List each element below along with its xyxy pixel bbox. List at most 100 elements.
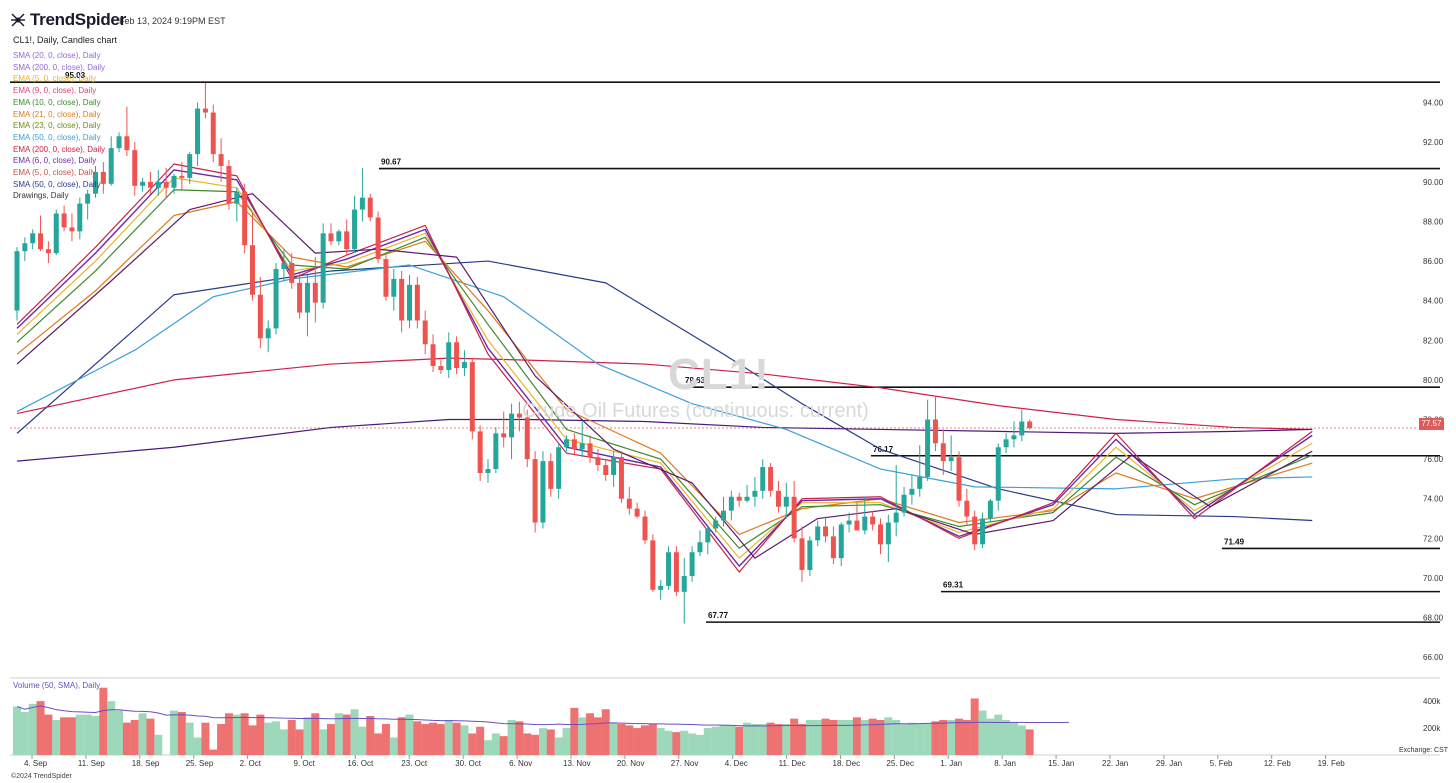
volume-bar [641, 725, 649, 755]
trendspider-logo-icon [11, 13, 25, 27]
volume-bar [342, 714, 351, 755]
candle-body [532, 459, 538, 523]
candle-body [100, 171, 106, 184]
candle-body [870, 516, 876, 525]
candle-body [540, 461, 546, 523]
x-tick-label: 13. Nov [563, 759, 591, 768]
volume-bar [900, 724, 909, 755]
legend-item[interactable]: EMA (5, 0, close), Daily [13, 74, 97, 84]
level-label: 76.17 [873, 445, 894, 454]
candle-body [281, 263, 287, 269]
volume-bar [397, 717, 406, 755]
volume-bar [83, 714, 92, 755]
candle-body [250, 245, 255, 295]
volume-tick-label: 200k [1423, 724, 1441, 733]
x-tick-label: 2. Oct [240, 759, 262, 768]
candle-body [132, 150, 138, 186]
volume-bar [664, 730, 673, 755]
volume-bar [931, 721, 940, 755]
x-tick-label: 6. Nov [509, 759, 532, 768]
candle-body [830, 536, 836, 559]
candle-body [61, 213, 67, 228]
legend-item[interactable]: EMA (10, 0, close), Daily [13, 97, 101, 107]
volume-bar [138, 713, 147, 755]
volume-legend: Volume (50, SMA), Daily [13, 681, 101, 690]
volume-bar [970, 698, 979, 755]
brand-logo[interactable]: TrendSpider [10, 10, 126, 30]
volume-bar [813, 720, 822, 755]
candle-body [587, 443, 593, 458]
indicator-line [16, 193, 1313, 559]
volume-bar [672, 732, 681, 755]
legend-item[interactable]: SMA (50, 0, close), Daily [13, 179, 101, 189]
candle-body [964, 500, 970, 517]
volume-bar [790, 718, 799, 755]
legend-item[interactable]: EMA (23, 0, close), Daily [13, 121, 101, 131]
legend-item[interactable]: SMA (200, 0, close), Daily [13, 62, 106, 72]
candle-body [171, 175, 177, 188]
volume-bar [413, 721, 422, 755]
legend-item[interactable]: SMA (20, 0, close), Daily [13, 51, 101, 60]
legend-item[interactable]: EMA (50, 0, close), Daily [13, 132, 101, 142]
volume-bar [829, 720, 838, 755]
volume-bar [358, 726, 367, 755]
volume-bar [798, 724, 806, 755]
volume-bar [209, 749, 218, 755]
legend-item[interactable]: EMA (6, 0, close), Daily [13, 156, 97, 166]
legend-item[interactable]: EMA (5, 0, close), Daily [13, 168, 97, 178]
candle-body [69, 227, 75, 232]
volume-bar [523, 733, 532, 755]
volume-bar [177, 711, 186, 755]
y-tick-label: 82.00 [1423, 336, 1444, 345]
candle-body [155, 181, 161, 188]
y-tick-label: 68.00 [1423, 614, 1444, 623]
candle-body [242, 191, 248, 246]
volume-bar [923, 724, 932, 755]
x-tick-label: 18. Sep [132, 759, 160, 768]
candle-body [257, 294, 263, 339]
legend-item[interactable]: Drawings, Daily [13, 191, 69, 201]
candle-body [320, 233, 326, 303]
last-price-tag: 77.57 [1419, 418, 1444, 430]
level-label: 69.31 [943, 581, 964, 590]
volume-bar [193, 737, 202, 755]
volume-sma-line [16, 705, 1069, 727]
volume-bar [60, 717, 69, 755]
volume-bar [272, 721, 281, 755]
volume-bar [625, 725, 634, 755]
candle-body [516, 413, 522, 418]
volume-bar [978, 710, 987, 755]
volume-bar [774, 724, 783, 755]
volume-bar [735, 726, 744, 755]
candle-body [477, 431, 483, 473]
legend-item[interactable]: EMA (200, 0, close), Daily [13, 144, 106, 154]
candle-body [226, 165, 232, 204]
candle-body [297, 282, 303, 313]
volume-bar [860, 720, 869, 755]
volume-bar [389, 737, 398, 755]
exchange-label: Exchange: CST [1399, 747, 1449, 754]
volume-bar [334, 713, 343, 755]
candle-body [775, 490, 781, 507]
volume-bar [99, 687, 108, 755]
volume-bar [115, 710, 124, 755]
candle-body [697, 542, 703, 553]
volume-bar [452, 722, 461, 755]
y-tick-label: 88.00 [1423, 217, 1444, 226]
x-tick-label: 1. Jan [940, 759, 962, 768]
candle-body [414, 284, 420, 321]
volume-bar [994, 714, 1003, 755]
candle-body [45, 249, 51, 254]
volume-bar [146, 718, 155, 755]
legend-item[interactable]: EMA (9, 0, close), Daily [13, 86, 97, 96]
candle-body [22, 243, 28, 252]
candle-body [603, 465, 609, 475]
candle-body [799, 538, 805, 571]
volume-bar [609, 722, 618, 755]
volume-bar [531, 734, 540, 755]
legend-item[interactable]: EMA (21, 0, close), Daily [13, 109, 101, 119]
volume-bar [107, 701, 116, 755]
volume-bar [217, 724, 226, 755]
volume-bar [554, 737, 563, 755]
